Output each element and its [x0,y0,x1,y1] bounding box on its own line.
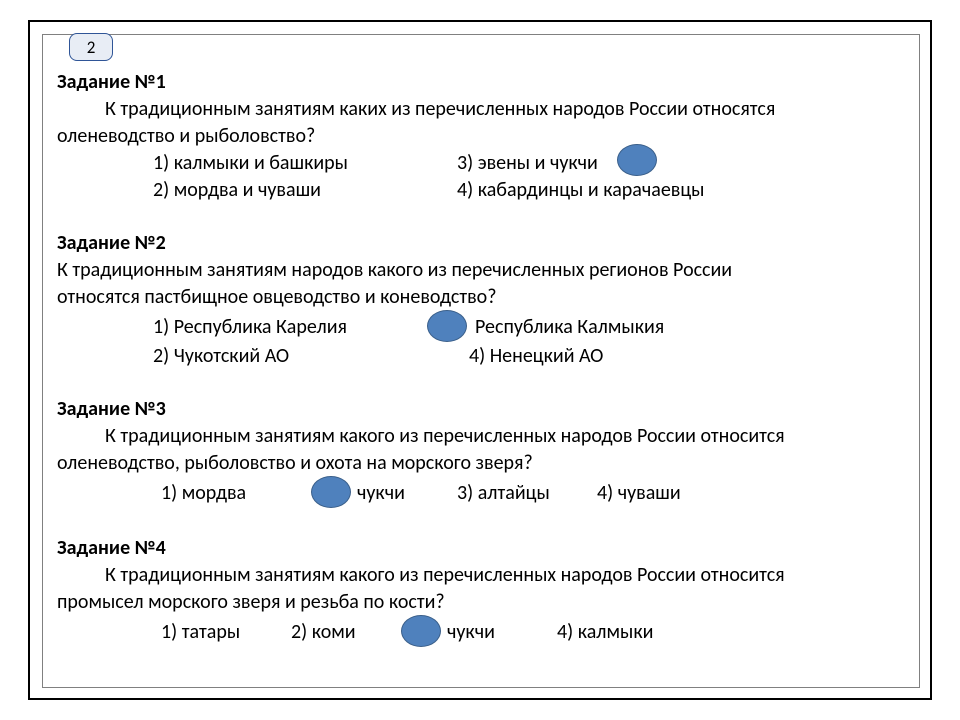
task4-option1: 1) татары [161,619,291,646]
answer-marker-icon [401,615,441,647]
task4-question-line2: промысел морского зверя и резьба по кост… [57,589,905,616]
task1-option2: 2) мордва и чуваши [57,177,457,204]
answer-marker-icon [617,144,657,176]
answer-marker-icon [311,476,351,508]
task3-question-line1: К традиционным занятиям какого из перечи… [57,423,905,450]
task2-title: Задание №2 [57,230,905,257]
task1-question-line2: оленеводство и рыболовство? [57,123,905,150]
task3-question-line2: оленеводство, рыболовство и охота на мор… [57,450,905,477]
inner-frame: 2 Задание №1 К традиционным занятиям как… [42,34,920,688]
page-number: 2 [87,37,96,58]
task3-option2: чукчи [357,480,457,507]
task1-options-row1: 1) калмыки и башкиры 3) эвены и чукчи [57,150,905,177]
task4-option4: 4) калмыки [557,619,653,646]
page-number-badge: 2 [69,33,113,61]
task1-title: Задание №1 [57,69,905,96]
task2-option2: 2) Чукотский АО [57,343,457,370]
content-area: Задание №1 К традиционным занятиям каких… [57,69,905,648]
task1-question-line1: К традиционным занятиям каких из перечис… [57,96,905,123]
task4-option3: чукчи [447,619,557,646]
task4-options: 1) татары 2) коми чукчи 4) калмыки [57,616,905,648]
task4-option2: 2) коми [291,619,401,646]
task2-options-row2: 2) Чукотский АО 4) Ненецкий АО [57,343,905,370]
outer-frame: 2 Задание №1 К традиционным занятиям как… [28,20,932,700]
task3-option1: 1) мордва [161,480,311,507]
task2-option4: 4) Ненецкий АО [457,343,603,370]
answer-marker-icon [427,310,467,342]
task3-options: 1) мордва чукчи 3) алтайцы 4) чуваши [57,477,905,509]
task2-option1: 1) Республика Карелия [57,314,457,341]
task2-question-line1: К традиционным занятиям народов какого и… [57,257,905,284]
task2-question-line2: относятся пастбищное овцеводство и конев… [57,284,905,311]
task1-option4: 4) кабардинцы и карачаевцы [457,177,705,204]
task1-option3: 3) эвены и чукчи [457,150,598,177]
task3-option3: 3) алтайцы [457,480,597,507]
task1-options-row2: 2) мордва и чуваши 4) кабардинцы и карач… [57,177,905,204]
task3-option4: 4) чуваши [597,480,681,507]
task3-title: Задание №3 [57,396,905,423]
task4-title: Задание №4 [57,535,905,562]
task2-option3: Республика Калмыкия [475,314,664,341]
task4-question-line1: К традиционным занятиям какого из перечи… [57,562,905,589]
task2-options-row1: 1) Республика Карелия Республика Калмыки… [57,311,905,343]
task1-option1: 1) калмыки и башкиры [57,150,457,177]
